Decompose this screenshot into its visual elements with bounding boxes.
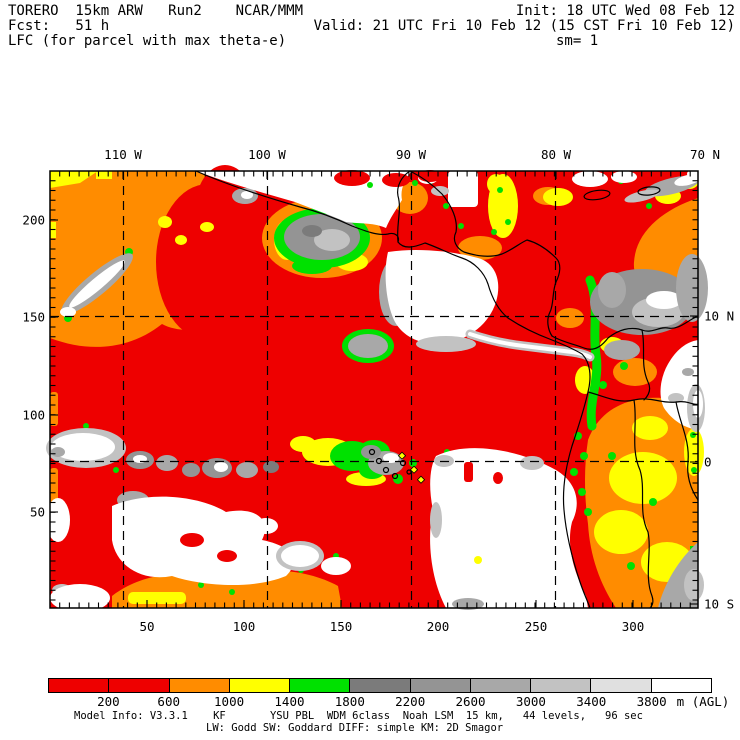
bottom-axis-label: 200: [426, 619, 450, 634]
bottom-axis-label: 50: [139, 619, 155, 634]
axis-ticks: [50, 171, 698, 608]
colorbar-value: 3400: [576, 694, 607, 709]
colorbar-value: 3800: [636, 694, 667, 709]
bottom-axis-label: 250: [524, 619, 548, 634]
top-axis-label: 80 W: [540, 147, 572, 162]
colorbar-segment: [410, 679, 471, 692]
top-axis-label: 100 W: [248, 147, 286, 162]
model-info-line1: Model Info: V3.3.1 KF YSU PBL WDM 6class…: [74, 710, 643, 722]
colorbar-segment: [169, 679, 230, 692]
colorbar-segment: [229, 679, 291, 692]
colorbar-segment: [470, 679, 532, 692]
lfc-colorbar: [48, 678, 712, 693]
top-axis-label: 70 N: [689, 147, 721, 162]
colorbar-value: 1400: [274, 694, 305, 709]
top-axis-label: 90 W: [395, 147, 427, 162]
colorbar-value: 600: [157, 694, 181, 709]
right-axis-label: 10 S: [704, 596, 735, 612]
model-run-title: TORERO 15km ARW Run2 NCAR/MMM: [8, 3, 304, 19]
colorbar-unit: m (AGL): [676, 694, 730, 709]
colorbar-segment: [591, 679, 652, 692]
left-axis-label: 150: [22, 309, 45, 325]
smoothing-label: sm= 1: [556, 33, 599, 49]
top-axis-label: 110 W: [104, 147, 142, 162]
colorbar-segment: [49, 679, 110, 692]
init-time: Init: 18 UTC Wed 08 Feb 12: [515, 3, 735, 19]
left-axis-label: 50: [29, 504, 45, 520]
colorbar-segment: [531, 679, 592, 692]
left-axis-label: 200: [22, 212, 45, 228]
colorbar-segment: [350, 679, 411, 692]
colorbar-value: 3000: [515, 694, 546, 709]
valid-time: Valid: 21 UTC Fri 10 Feb 12 (15 CST Fri …: [313, 18, 735, 34]
colorbar-value: 2600: [455, 694, 486, 709]
colorbar-value: 200: [97, 694, 120, 709]
bottom-axis-label: 100: [232, 619, 256, 634]
colorbar-segment: [651, 679, 711, 692]
colorbar-segment: [109, 679, 170, 692]
coastline-borders: [195, 170, 699, 609]
plot-frame: [49, 170, 699, 609]
lfc-gray-white-regions: [46, 169, 708, 612]
field-title: LFC (for parcel with max theta-e): [8, 33, 287, 49]
latlon-grid: [50, 171, 698, 608]
colorbar-value: 1000: [214, 694, 245, 709]
right-axis-label: 10 N: [704, 308, 735, 324]
left-axis-label: 100: [22, 407, 45, 423]
forecast-hour: Fcst: 51 h: [8, 18, 110, 34]
colorbar-value: 1800: [334, 694, 365, 709]
colorbar-value: 2200: [395, 694, 426, 709]
model-info-line2: LW: Godd SW: Goddard DIFF: simple KM: 2D…: [206, 722, 504, 734]
colorbar-segment: [290, 679, 351, 692]
bottom-axis-label: 150: [329, 619, 353, 634]
bottom-axis-label: 300: [621, 619, 645, 634]
right-axis-label: 0: [704, 454, 712, 470]
